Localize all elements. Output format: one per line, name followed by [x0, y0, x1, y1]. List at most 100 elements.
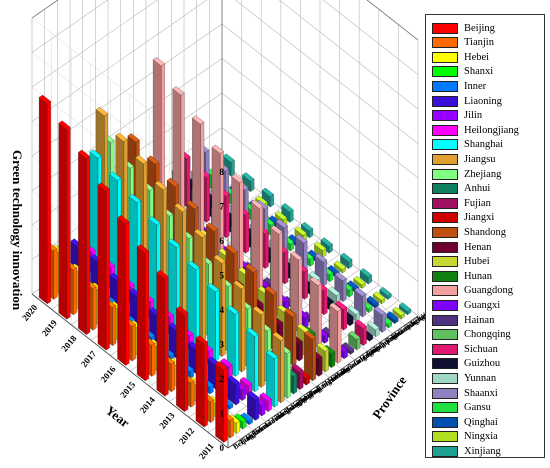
bar-face [176, 306, 189, 316]
bar-face [265, 350, 279, 360]
bar-face [314, 241, 327, 251]
bar-face [105, 188, 110, 351]
grid-line [31, 0, 208, 122]
legend-label: Jiangsu [464, 153, 496, 165]
bar-ningxia-2013 [353, 276, 366, 289]
bar-face [329, 302, 342, 312]
bar-face [235, 381, 240, 406]
legend-label: Inner [464, 80, 487, 92]
bar-face [167, 238, 181, 248]
bar-face [230, 159, 235, 177]
bar-face [308, 271, 321, 281]
bar-face [259, 392, 272, 402]
bar-face [171, 361, 175, 393]
bar-face [156, 270, 169, 280]
legend-label: Shandong [464, 226, 506, 238]
bar-face [353, 276, 366, 286]
bar-face [278, 231, 283, 318]
bar-face [215, 361, 228, 371]
legend-swatch [432, 416, 458, 428]
bar-face [366, 295, 379, 306]
legend-swatch [432, 95, 458, 107]
bar-face [303, 240, 308, 272]
legend-label: Jiangxi [464, 212, 495, 224]
bar-face [241, 286, 246, 373]
bar-face [38, 94, 52, 104]
year-tick-label: 2015 [118, 379, 138, 400]
bar-face [246, 390, 260, 400]
bar-face [318, 356, 323, 377]
bar-face [398, 302, 412, 312]
bar-face [386, 311, 399, 321]
bar-beijing-2019 [58, 120, 71, 320]
bar-face [166, 177, 179, 188]
bar-face [290, 251, 303, 261]
bar-beijing-2013 [176, 306, 189, 412]
bar-xinjiang-2014 [340, 252, 353, 269]
bar-face [193, 228, 207, 238]
legend-swatch [432, 37, 458, 49]
bar-face [95, 106, 109, 117]
legend-label: Sichuan [464, 343, 498, 355]
legend-label: Anhui [464, 183, 491, 195]
bar-face [211, 144, 224, 154]
bar-beijing-2011 [215, 361, 228, 443]
bar-face [261, 187, 274, 197]
z-tick-label: 4 [220, 305, 225, 315]
bar-face [354, 319, 367, 329]
legend-label: Xinjiang [464, 445, 501, 457]
legend-swatch [432, 212, 458, 224]
bar-face [317, 283, 322, 349]
legend-label: Jilin [464, 110, 483, 122]
bar-face [340, 252, 353, 262]
bar-face [78, 152, 87, 335]
bar-yunnan-2011 [367, 321, 380, 338]
legend-label: Tianjin [464, 37, 494, 49]
legend-item: Hubei [432, 255, 490, 269]
legend-item: Beijing [432, 21, 495, 35]
legend-label: Zhejiang [464, 168, 502, 180]
bar-qinghai-2011 [386, 311, 399, 324]
year-tick-label: 2014 [138, 395, 158, 416]
bar-face [195, 337, 205, 428]
legend-item: Yunnan [432, 371, 496, 385]
bar-face [215, 289, 220, 362]
bar-beijing-2012 [195, 335, 208, 428]
bar-face [136, 246, 146, 382]
bar-face [320, 237, 333, 247]
legend-swatch [432, 445, 458, 457]
bar-face [274, 211, 288, 221]
legend-label: Hubei [464, 256, 490, 268]
legend-item: Qinghai [432, 415, 498, 429]
bar-face [298, 341, 303, 362]
legend-label: Qinghai [464, 416, 498, 428]
bar-face [233, 280, 246, 290]
bar-face [331, 351, 336, 368]
frame-edge [366, 0, 419, 41]
legend-label: Heilongjiang [464, 124, 519, 136]
legend-item: Tianjin [432, 36, 494, 50]
x-axis-title: Year [103, 403, 133, 431]
bar-face [195, 267, 200, 346]
bar-face [303, 330, 317, 340]
legend-item: Jiangxi [432, 211, 494, 225]
legend-swatch [432, 285, 458, 297]
bar-face [156, 272, 166, 397]
bar-xinjiang-2011 [398, 302, 412, 316]
bar-face [97, 184, 107, 351]
bar-ningxia-2014 [333, 260, 347, 274]
bar-face [347, 305, 360, 315]
legend-swatch [432, 80, 458, 92]
bar-face [294, 226, 307, 236]
bar-face [252, 306, 265, 316]
legend-swatch [432, 358, 458, 370]
bar-xinjiang-2019 [242, 172, 255, 192]
legend-item: Sichuan [432, 342, 498, 356]
bar-face [213, 254, 226, 264]
legend-item: Guangdong [432, 284, 513, 298]
bar-face [272, 331, 285, 341]
bar-face [334, 272, 347, 282]
bar-face [246, 327, 259, 337]
year-tick-label: 2011 [197, 441, 216, 461]
bar-face [291, 363, 304, 373]
